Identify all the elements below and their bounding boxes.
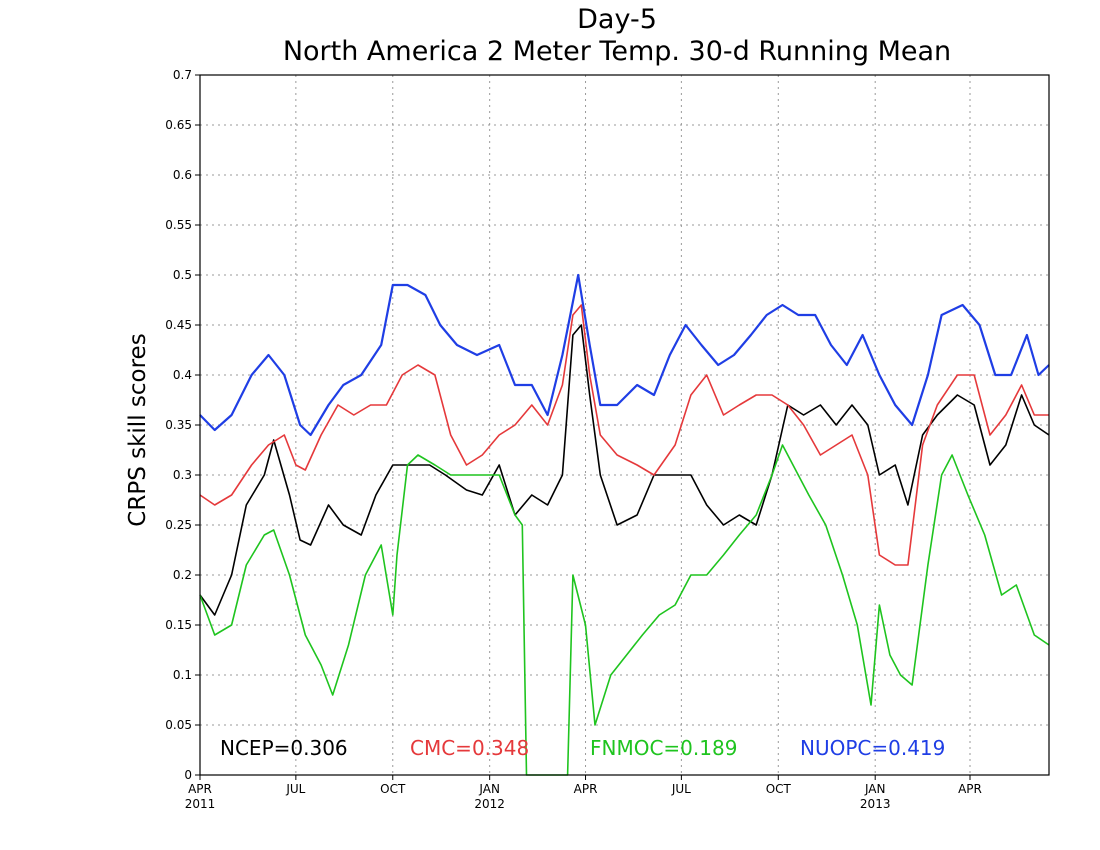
y-tick-label: 0.15 xyxy=(165,618,192,632)
y-tick-label: 0.6 xyxy=(173,168,192,182)
series-line-nuopc xyxy=(199,273,1050,437)
legend-entry-fnmoc: FNMOC=0.189 xyxy=(590,736,737,760)
x-tick-label: OCT xyxy=(766,782,792,796)
series-line-cmc xyxy=(199,304,1049,566)
x-tick-label: JUL xyxy=(671,782,691,796)
y-tick-label: 0.05 xyxy=(165,718,192,732)
y-tick-label: 0.7 xyxy=(173,68,192,82)
series-line-ncep xyxy=(199,324,1050,616)
y-tick-label: 0.3 xyxy=(173,468,192,482)
x-tick-label: OCT xyxy=(380,782,406,796)
y-tick-label: 0.25 xyxy=(165,518,192,532)
y-tick-label: 0.65 xyxy=(165,118,192,132)
y-tick-label: 0.2 xyxy=(173,568,192,582)
legend-entry-cmc: CMC=0.348 xyxy=(410,736,529,760)
x-tick-label: APR xyxy=(574,782,598,796)
y-tick-label: 0 xyxy=(184,768,192,782)
x-tick-label: JUL xyxy=(285,782,305,796)
legend: NCEP=0.306 CMC=0.348 FNMOC=0.189 NUOPC=0.41… xyxy=(220,736,945,760)
y-tick-label: 0.35 xyxy=(165,418,192,432)
series-layer xyxy=(199,273,1050,776)
legend-entry-nuopc: NUOPC=0.419 xyxy=(800,736,945,760)
y-tick-label: 0.55 xyxy=(165,218,192,232)
x-tick-year-label: 2012 xyxy=(474,797,505,811)
chart-subtitle: North America 2 Meter Temp. 30-d Running… xyxy=(283,36,951,67)
chart-title: Day-5 xyxy=(577,4,657,35)
x-tick-label: APR xyxy=(958,782,982,796)
x-tick-year-label: 2011 xyxy=(185,797,216,811)
series-line-fnmoc xyxy=(199,444,1050,776)
y-axis-ticks: 0 0.05 0.1 0.15 0.2 0.25 0.3 0.35 0.4 0.45 0.5 0.55… xyxy=(165,68,200,782)
x-tick-label: JAN xyxy=(478,782,500,796)
legend-entry-ncep: NCEP=0.306 xyxy=(220,736,348,760)
x-tick-label: JAN xyxy=(864,782,886,796)
x-tick-label: APR xyxy=(188,782,212,796)
y-tick-label: 0.4 xyxy=(173,368,192,382)
y-tick-label: 0.1 xyxy=(173,668,192,682)
y-axis-label: CRPS skill scores xyxy=(125,333,151,526)
x-tick-year-label: 2013 xyxy=(860,797,891,811)
y-tick-label: 0.5 xyxy=(173,268,192,282)
y-tick-label: 0.45 xyxy=(165,318,192,332)
